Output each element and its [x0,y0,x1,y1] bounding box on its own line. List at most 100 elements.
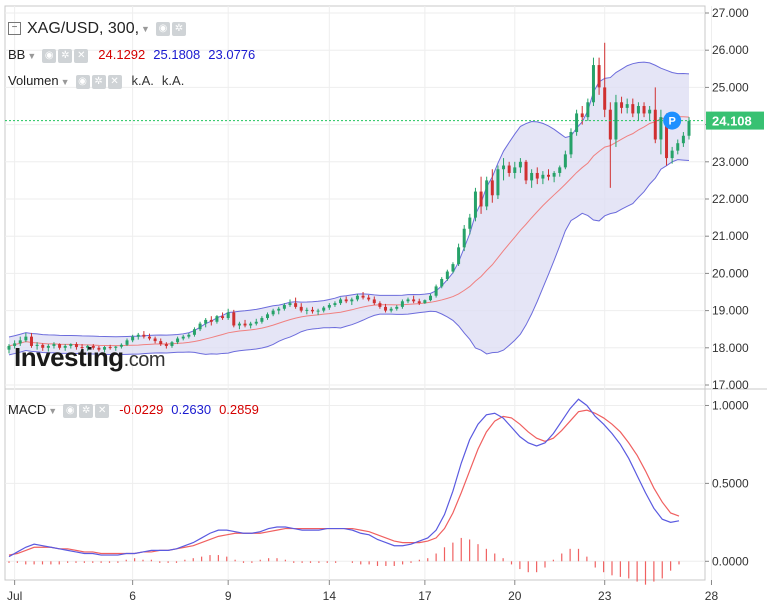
candle [131,334,135,343]
candle-body [103,347,107,350]
candle [462,225,466,252]
candle [372,296,376,306]
x-tick-label: 9 [225,589,232,603]
candle-body [670,150,674,159]
macd-dropdown-icon[interactable]: ▼ [48,405,58,416]
collapse-icon[interactable]: − [8,22,21,36]
candle-body [428,295,432,301]
close-icon[interactable]: ✕ [95,403,110,418]
gear-icon[interactable]: ✲ [171,21,186,36]
candle-body [310,309,314,312]
candle [204,318,208,328]
p-badge-icon [663,111,682,130]
price-tick-label: 22.000 [712,192,749,206]
candle-body [80,347,84,349]
eye-icon[interactable]: ◉ [42,48,57,63]
candle [485,176,489,211]
p-badge-label: P [668,116,675,128]
candle-body [665,117,669,159]
gear-icon[interactable]: ✲ [91,74,106,89]
candle [518,158,522,173]
candle-body [502,165,506,170]
candle [13,340,17,349]
candle [676,139,680,155]
macd-signal-line [8,409,680,556]
candle-body [462,228,466,248]
candle [294,297,298,309]
candle [29,332,33,348]
candle [547,169,551,181]
candle-body [423,300,427,304]
volume-dropdown-icon[interactable]: ▼ [60,76,70,87]
close-icon[interactable]: ✕ [107,74,122,89]
bb-dropdown-icon[interactable]: ▼ [27,50,37,61]
candle [490,169,494,203]
candle-body [659,117,663,140]
eye-icon[interactable]: ◉ [63,403,78,418]
candle-body [243,323,247,326]
candle [384,303,388,313]
macd-line [8,398,680,558]
candle [142,331,146,339]
candle-body [91,345,95,348]
candle [52,342,56,349]
candle [445,269,449,281]
candle-body [237,323,241,326]
candle-body [299,306,303,311]
candle-body [597,65,601,88]
candle [147,333,151,341]
candle [367,294,371,302]
close-icon[interactable]: ✕ [74,48,89,63]
candle-body [563,154,567,168]
candle [221,312,225,320]
eye-icon[interactable]: ◉ [155,21,170,36]
x-tick-label: 14 [323,589,337,603]
gear-icon[interactable]: ✲ [58,48,73,63]
candle [215,315,219,324]
candle [125,338,129,346]
candle-body [406,299,410,302]
plot-frame [4,5,706,581]
candle [316,308,320,316]
candle-body [63,345,67,348]
candle [608,102,612,188]
candle-body [266,314,270,319]
candle-body [46,345,50,348]
bb-lower-line [8,159,690,356]
candle [350,297,354,306]
candle-body [636,106,640,114]
bb-lower-value: 23.0776 [208,47,256,62]
candle [288,299,292,307]
candle-body [327,305,331,308]
candle [226,308,230,320]
candle [232,309,236,328]
candle [451,262,455,274]
price-tick-label: 17.000 [712,378,749,392]
candle [412,295,416,304]
candle [625,98,629,114]
candle-body [119,344,123,347]
eye-icon[interactable]: ◉ [75,74,90,89]
candle [277,306,281,315]
bb-middle-value: 24.1292 [98,47,146,62]
candle-body [479,191,483,207]
candle [237,321,241,330]
macd-legend-row: MACD ▼ ◉ ✲ ✕ -0.0229 0.2630 0.2859 [8,402,259,418]
candle-body [552,172,556,177]
title-dropdown-icon[interactable]: ▼ [141,23,150,34]
candle [46,344,50,352]
candle [170,341,174,348]
candle-body [131,336,135,341]
candle [659,109,663,155]
gear-icon[interactable]: ✲ [79,403,94,418]
candle-body [209,319,213,322]
candle-body [417,301,421,304]
candle [305,307,309,315]
bb-fill-area [9,62,689,355]
candle [86,344,90,351]
candle-body [24,336,28,341]
candle-body [569,132,573,155]
candle [428,293,432,302]
candle-body [221,316,225,319]
candle [507,161,511,177]
